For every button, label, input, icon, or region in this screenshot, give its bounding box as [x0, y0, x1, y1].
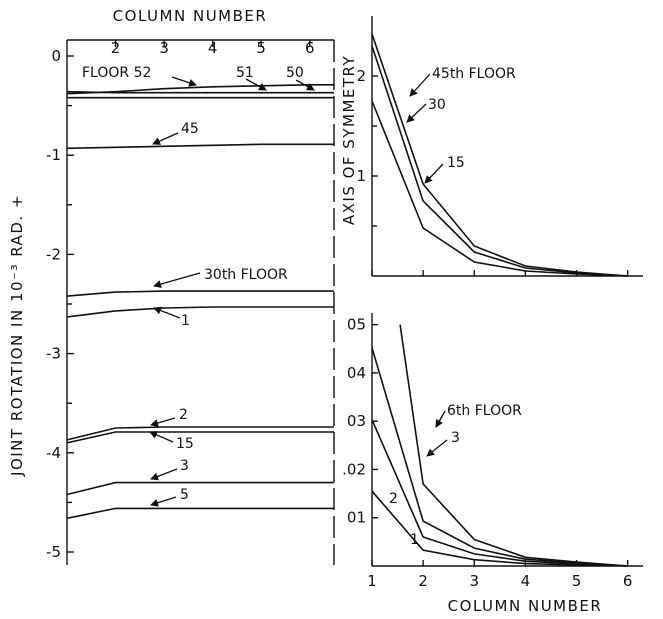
left-annotation-arrow [152, 132, 179, 145]
top-right-ticks: 21 [356, 67, 629, 276]
left-annotation-label: 30th FLOOR [204, 267, 288, 283]
left-annotations: FLOOR 52 51 50 45 30th FLOOR 1 2 15 3 5 [82, 65, 315, 507]
top-right-series-line-2 [371, 45, 628, 277]
top-right-annotation-label: 45th FLOOR [432, 66, 516, 82]
left-annotation-label: 5 [180, 487, 189, 503]
bottom-right-axes [371, 313, 643, 567]
bottom-right-x-tick-label: 4 [521, 572, 531, 590]
top-right-axes [371, 16, 643, 277]
top-right-annotation-label: 15 [447, 155, 465, 171]
bottom-right-annotation-label: 2 [389, 491, 398, 507]
bottom-right-x-tick-label: 5 [572, 572, 582, 590]
left-annotation-label: 2 [179, 407, 188, 423]
bottom-right-series-line-1 [399, 324, 628, 567]
left-annotation-arrow [153, 306, 181, 319]
left-x-tick-label: 2 [111, 39, 121, 57]
top-right-annotations: 45th FLOOR 30 15 [406, 66, 516, 184]
left-annotation-arrow [150, 417, 176, 427]
left-x-tick-label: 3 [159, 39, 169, 57]
bottom-right-y-tick-label: 04 [347, 364, 366, 382]
top-right-annotation-arrow [424, 163, 444, 184]
left-y-axis-title-group: JOINT ROTATION IN 10⁻³ RAD. + [8, 194, 26, 477]
left-y-tick-label: -5 [46, 543, 61, 561]
left-x-tick-label: 5 [256, 39, 266, 57]
bottom-right-annotations: 6th FLOOR 3 2 1 [389, 403, 522, 548]
left-series-line-6 [66, 306, 334, 318]
left-annotation-arrow [149, 431, 174, 443]
axis-of-symmetry-label: AXIS OF SYMMETRY [340, 55, 358, 225]
left-axes [66, 39, 335, 565]
left-series-line-1 [66, 90, 334, 94]
left-x-axis-title: COLUMN NUMBER [113, 7, 268, 25]
left-annotation-label: FLOOR 52 [82, 65, 151, 81]
top-right-series [371, 33, 628, 277]
bottom-right-chart: 1 2 3 4 5 6 05 04 03 .02 01 6th FLOOR 3 2 1 COLUMN NU… [342, 313, 643, 615]
top-right-y-tick-label: 2 [356, 67, 366, 85]
bottom-right-x-tick-label: 1 [367, 572, 377, 590]
bottom-right-annotation-label: 3 [451, 430, 460, 446]
bottom-right-y-tick-label: 01 [347, 509, 366, 527]
top-right-annotation-label: 30 [428, 97, 446, 113]
left-annotation-label: 50 [286, 65, 304, 81]
left-series-line-5 [66, 290, 334, 297]
bottom-right-x-axis-title: COLUMN NUMBER [448, 597, 603, 615]
left-y-tick-label: -3 [46, 345, 61, 363]
left-annotation-arrow [245, 78, 267, 91]
bottom-right-y-tick-label: 05 [347, 316, 366, 334]
top-right-annotation-arrow [406, 103, 427, 123]
left-annotation-label: 3 [180, 458, 189, 474]
axis-of-symmetry-label-group: AXIS OF SYMMETRY [340, 55, 358, 225]
bottom-right-ticks: 1 2 3 4 5 6 05 04 03 .02 01 [342, 316, 632, 590]
bottom-right-series-line-2 [371, 347, 628, 567]
bottom-right-annotation-arrow [435, 410, 446, 428]
left-annotation-arrow [150, 496, 177, 507]
left-annotation-label: 15 [176, 436, 194, 452]
left-series-line-4 [66, 143, 334, 150]
left-series-line-9 [66, 481, 334, 496]
left-annotation-arrow [171, 76, 197, 87]
bottom-right-x-tick-label: 2 [418, 572, 428, 590]
bottom-right-series-line-4 [371, 490, 628, 567]
left-annotation-label: 1 [181, 313, 190, 329]
left-series-line-8 [66, 431, 334, 444]
left-x-tick-label: 4 [208, 39, 218, 57]
bottom-right-x-tick-label: 3 [469, 572, 479, 590]
left-y-tick-label: -4 [46, 444, 61, 462]
left-y-tick-label: -2 [46, 245, 61, 263]
bottom-right-series [371, 324, 628, 567]
bottom-right-annotation-label: 6th FLOOR [447, 403, 522, 419]
left-series [66, 84, 334, 520]
top-right-series-line-3 [371, 100, 628, 277]
left-y-tick-label: -1 [46, 146, 61, 164]
left-series-line-7 [66, 426, 334, 441]
bottom-right-annotation-arrow [426, 439, 448, 457]
left-y-tick-label: 0 [51, 47, 61, 65]
bottom-right-y-tick-label: 03 [347, 412, 366, 430]
left-y-axis-title: JOINT ROTATION IN 10⁻³ RAD. + [8, 194, 26, 477]
left-annotation-arrow [153, 272, 201, 288]
left-chart: COLUMN NUMBER JOINT ROTATION IN 10⁻³ RAD… [8, 7, 358, 565]
left-annotation-label: 45 [181, 121, 199, 137]
top-right-y-tick-label: 1 [356, 167, 366, 185]
left-annotation-arrow [150, 468, 178, 481]
left-annotation-label: 51 [236, 65, 254, 81]
left-annotation-arrow [295, 79, 315, 91]
bottom-right-annotation-label: 1 [410, 532, 419, 548]
left-x-tick-label: 6 [305, 39, 315, 57]
top-right-series-line-1 [371, 33, 628, 277]
bottom-right-y-tick-label: .02 [342, 460, 366, 478]
left-series-line-10 [66, 507, 334, 520]
left-ticks: 2 3 4 5 60-1-2-3-4-5 [46, 39, 314, 561]
bottom-right-x-tick-label: 6 [623, 572, 633, 590]
top-right-annotation-arrow [409, 73, 431, 97]
